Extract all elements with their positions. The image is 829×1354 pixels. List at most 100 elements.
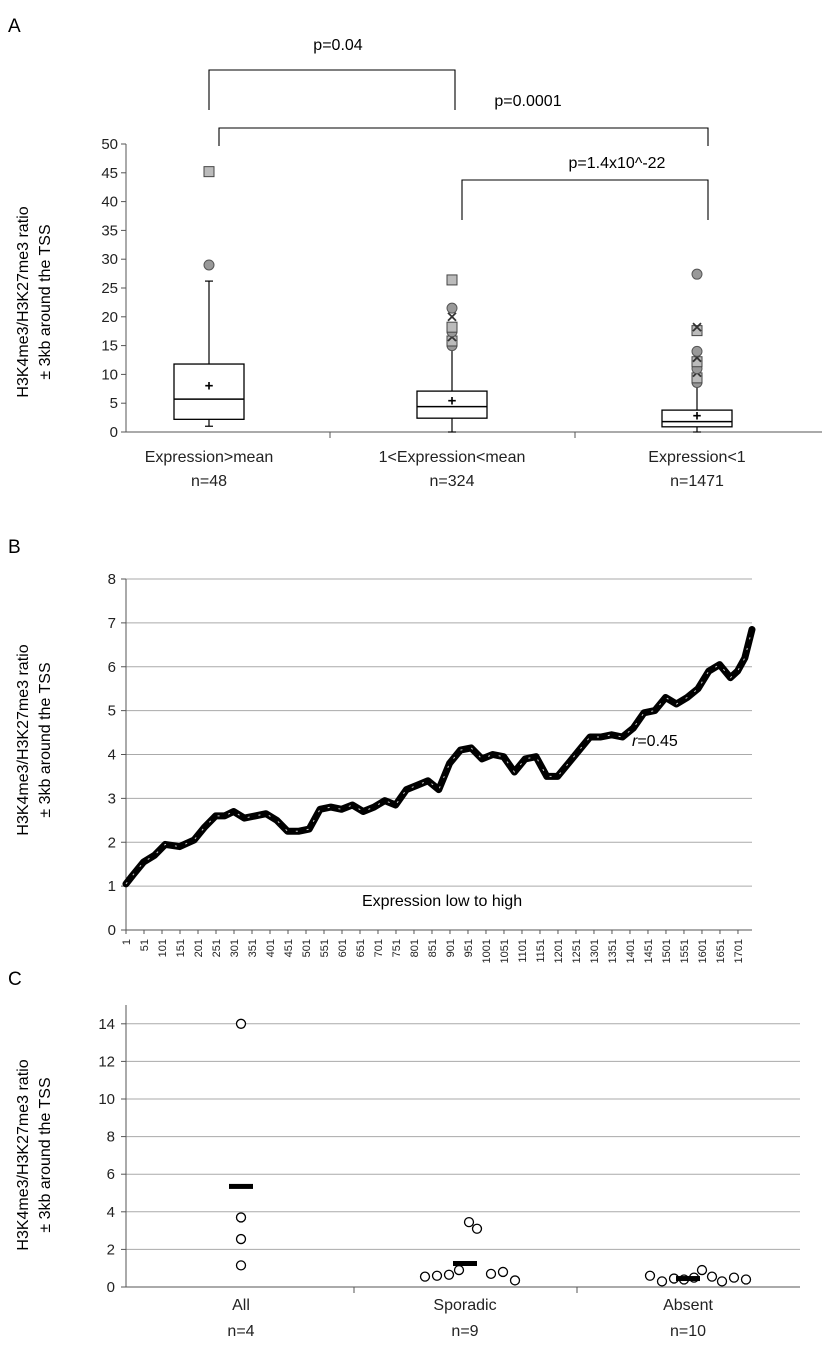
panel-c-dotplot: H3K4me3/H3K27me3 ratio ± 3kb around the … <box>15 1005 800 1340</box>
panel-b-y-tick-label: 6 <box>108 659 116 676</box>
pvalue-label: p=0.04 <box>313 37 362 54</box>
panel-c-y-tick-label: 8 <box>107 1129 115 1146</box>
panel-b-y-tick-label: 2 <box>108 834 116 851</box>
correlation-value: =0.45 <box>637 733 678 750</box>
panel-b-x-tick-label: 951 <box>463 939 475 957</box>
panel-b-x-tick-label: 1701 <box>733 939 745 963</box>
panel-c-y-tick-label: 2 <box>107 1241 115 1258</box>
box-mean-marker: + <box>205 377 214 394</box>
panel-a-boxplot: H3K4me3/H3K27me3 ratio ± 3kb around the … <box>15 37 822 490</box>
panel-b-y-tick-label: 4 <box>108 747 116 764</box>
data-point <box>696 1264 708 1276</box>
panel-b-x-tick-label: 451 <box>283 939 295 957</box>
panel-b-x-tick-label: 1601 <box>697 939 709 963</box>
data-point <box>706 1271 718 1282</box>
panel-a-n-label: n=48 <box>191 473 227 490</box>
data-point <box>431 1270 443 1281</box>
panel-c-y-tick-label: 4 <box>107 1204 115 1221</box>
box <box>416 390 488 419</box>
panel-b-x-tick-label: 1 <box>121 939 133 945</box>
outlier-point <box>446 321 458 333</box>
box <box>173 363 245 420</box>
outlier-point <box>203 259 215 271</box>
data-point <box>644 1270 656 1281</box>
panel-c-ylabel-line1: H3K4me3/H3K27me3 ratio <box>15 1059 32 1250</box>
panel-b-x-tick-label: 351 <box>247 939 259 957</box>
outlier-point <box>692 322 702 332</box>
panel-b-x-tick-label: 1101 <box>517 939 529 963</box>
panel-b-x-tick-label: 701 <box>373 939 385 957</box>
panel-a-pvalue-labels: p=0.04 p=0.0001 p=1.4x10^-22 <box>313 37 665 172</box>
data-point <box>463 1216 475 1228</box>
panel-c-y-tick-label: 12 <box>98 1053 115 1070</box>
panel-b-x-tick-label: 1401 <box>625 939 637 963</box>
comparison-bracket <box>461 179 709 220</box>
outlier-point <box>446 302 458 314</box>
panel-b-y-tick-label: 8 <box>108 571 116 588</box>
data-point <box>419 1271 431 1282</box>
data-point <box>509 1275 521 1286</box>
panel-c-n-label: n=10 <box>670 1323 706 1340</box>
panel-c-y-tick-label: 6 <box>107 1166 115 1183</box>
panel-b-x-tick-label: 1301 <box>589 939 601 963</box>
panel-b-x-tick-label: 901 <box>445 939 457 957</box>
panel-b-x-tick-label: 201 <box>193 939 205 957</box>
panel-b-x-tick-label: 801 <box>409 939 421 957</box>
panel-b-x-tick-label: 1351 <box>607 939 619 963</box>
data-point <box>497 1266 509 1278</box>
panel-b-x-tick-label: 751 <box>391 939 403 957</box>
panel-b-y-tick-label: 5 <box>108 703 116 720</box>
panel-b-x-tick-label: 401 <box>265 939 277 957</box>
data-point <box>471 1223 483 1234</box>
panel-label-b: B <box>8 537 21 558</box>
panel-c-y-tick-label: 10 <box>98 1091 115 1108</box>
panel-a-category-labels: Expression>mean n=48 1<Expression<mean n… <box>145 449 746 490</box>
panel-b-x-tick-label: 1251 <box>571 939 583 963</box>
panel-a-y-tick-label: 10 <box>101 366 118 383</box>
panel-b-linechart: H3K4me3/H3K27me3 ratio ± 3kb around the … <box>15 571 756 963</box>
pvalue-label: p=0.0001 <box>494 93 561 110</box>
panel-b-x-tick-label: 151 <box>175 939 187 957</box>
outlier-point <box>691 372 703 384</box>
panel-a-y-tick-label: 40 <box>101 194 118 211</box>
panel-a-axes: 0 5 10 15 20 25 30 35 40 45 50 + + + <box>101 69 822 441</box>
panel-b-x-tick-label: 551 <box>319 939 331 957</box>
panel-label-a: A <box>8 16 21 37</box>
panel-b-y-tick-label: 1 <box>108 878 116 895</box>
panel-b-x-tick-label: 1551 <box>679 939 691 963</box>
box-mean-marker: + <box>448 392 457 409</box>
panel-b-x-tick-label: 851 <box>427 939 439 957</box>
panel-b-x-tick-label: 1651 <box>715 939 727 963</box>
panel-a-ylabel-line2: ± 3kb around the TSS <box>37 224 54 379</box>
panel-a-y-tick-label: 25 <box>101 280 118 297</box>
panel-c-n-label: n=9 <box>451 1323 478 1340</box>
panel-a-y-tick-label: 45 <box>101 165 118 182</box>
panel-c-n-label: n=4 <box>227 1323 254 1340</box>
panel-a-y-tick-label: 0 <box>110 424 118 441</box>
group-mean-bar <box>676 1276 700 1282</box>
data-point <box>235 1233 247 1245</box>
panel-b-x-tick-label: 301 <box>229 939 241 957</box>
panel-a-y-tick-label: 5 <box>110 395 118 412</box>
group-mean-bar <box>229 1183 253 1189</box>
data-point <box>235 1018 247 1029</box>
panel-b-x-tick-label: 251 <box>211 939 223 957</box>
series-line-highlight <box>125 629 753 885</box>
outlier-point <box>203 166 215 178</box>
correlation-symbol: r <box>632 733 638 750</box>
data-point <box>728 1272 740 1283</box>
panel-label-c: C <box>8 969 22 990</box>
panel-a-category-label: Expression<1 <box>648 449 745 466</box>
panel-b-x-tick-label: 1001 <box>481 939 493 963</box>
panel-a-n-label: n=1471 <box>670 473 724 490</box>
data-point <box>740 1274 752 1285</box>
panel-b-x-tick-label: 601 <box>337 939 349 957</box>
outlier-point <box>447 312 457 322</box>
panel-a-y-tick-label: 15 <box>101 338 118 355</box>
data-point <box>453 1264 465 1276</box>
panel-a-y-tick-label: 50 <box>101 136 118 153</box>
data-point <box>235 1260 247 1271</box>
panel-b-x-tick-label: 651 <box>355 939 367 957</box>
panel-b-x-tick-label: 1051 <box>499 939 511 963</box>
